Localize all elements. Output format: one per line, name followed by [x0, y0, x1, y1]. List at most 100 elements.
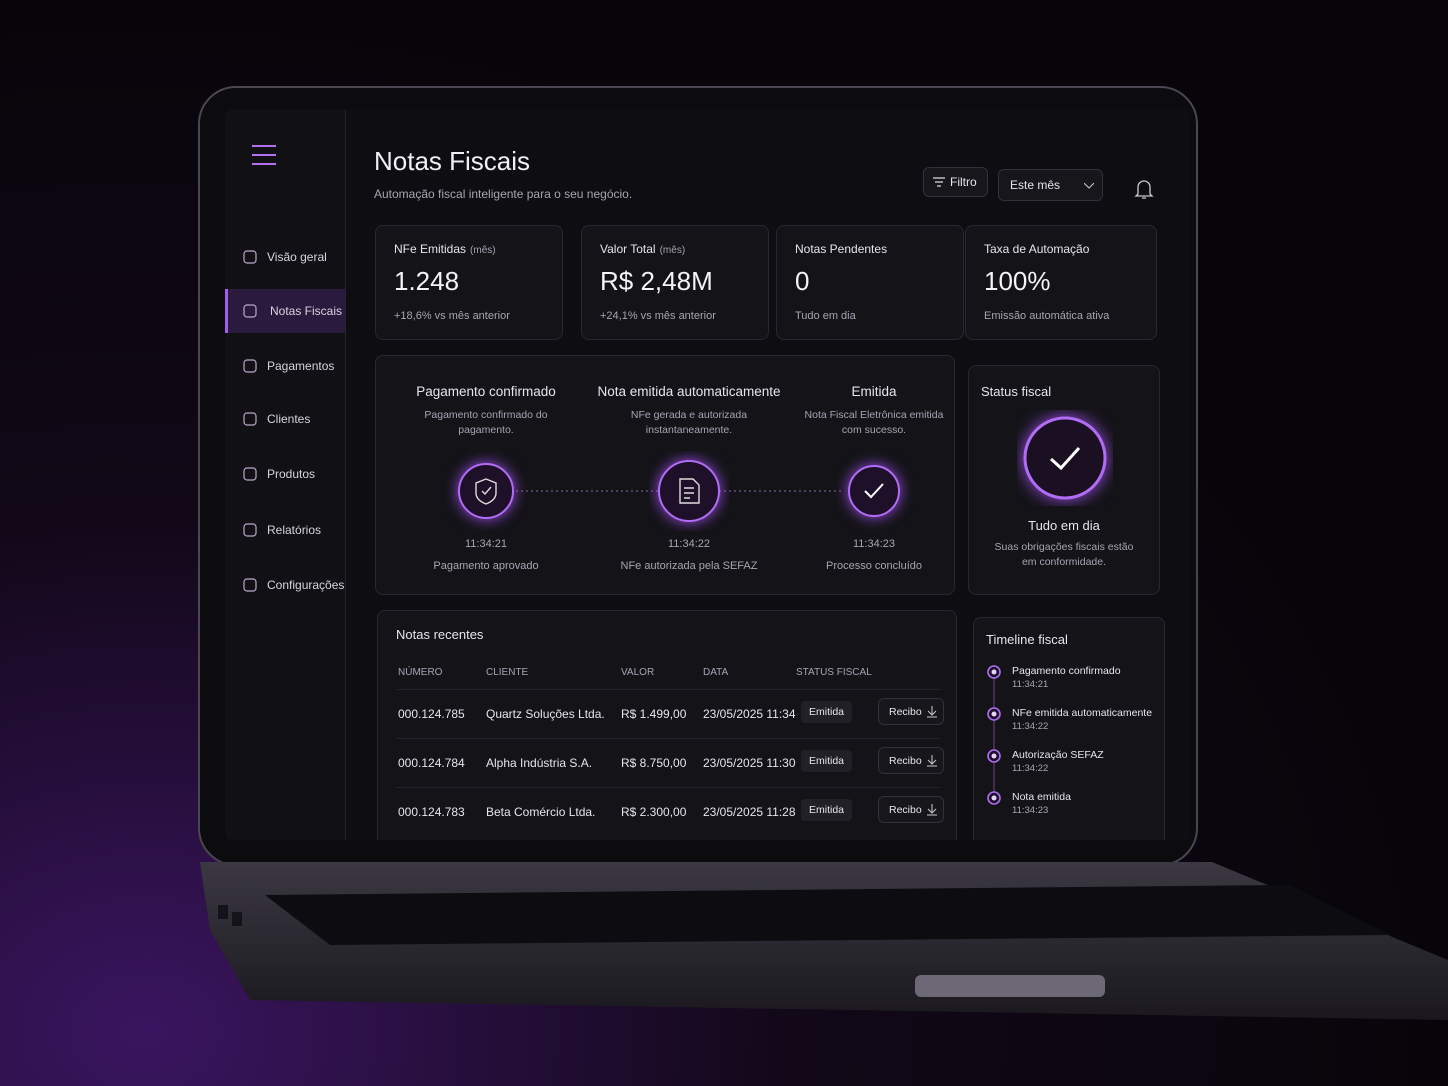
kpi-note: +18,6% vs mês anterior — [394, 310, 510, 322]
filter-button[interactable]: Filtro — [923, 167, 988, 197]
status-badge: Emitida — [801, 750, 853, 772]
flow-time: 11:34:21 — [464, 538, 507, 550]
column-header: STATUS FISCAL — [796, 667, 872, 678]
nav-icon-graphic — [243, 467, 257, 481]
column-header: NÚMERO — [398, 667, 443, 678]
sidebar: Visão geral Notas Fiscais Pagamentos Client… — [225, 110, 346, 840]
status-title: Status fiscal — [981, 384, 1052, 399]
timeline-title: Timeline fiscal — [986, 632, 1068, 647]
kpi-value: 0 — [795, 266, 810, 296]
kpi-value: 1.248 — [394, 266, 460, 296]
nav-item[interactable]: Pagamentos — [267, 359, 335, 373]
recent-notes-panel: Notas recentes NÚMERO CLIENTE VALOR DATA STA… — [377, 610, 957, 840]
cell: R$ 8.750,00 — [621, 756, 687, 770]
nav-icon-graphic — [243, 523, 257, 537]
flow-icon-graphic — [458, 463, 514, 519]
flow-time: 11:34:22 — [667, 538, 710, 550]
cell: 23/05/2025 11:34 — [703, 707, 796, 721]
nav-item[interactable]: Clientes — [267, 412, 311, 426]
row-divider — [396, 787, 941, 788]
column-header: VALOR — [621, 667, 655, 678]
nav-icon — [242, 358, 258, 379]
menu-icon[interactable] — [251, 143, 277, 167]
timeline-dot-graphic — [987, 665, 1001, 679]
nav-icon-graphic — [243, 304, 257, 318]
flow-caption: Processo concluído — [826, 560, 922, 572]
nav-item[interactable]: Configurações — [267, 578, 345, 592]
status-badge: Emitida — [801, 701, 853, 723]
kpi-value: R$ 2,48M — [600, 266, 713, 296]
bell-icon[interactable] — [1134, 178, 1154, 200]
flow-title: Emitida — [851, 384, 897, 399]
kpi-label-text: Valor Total — [600, 242, 656, 256]
timeline-time: 11:34:22 — [1012, 721, 1049, 732]
kpi-label-text: NFe Emitidas — [394, 242, 467, 256]
timeline-dot-graphic — [987, 749, 1001, 763]
nav-icon — [242, 522, 258, 543]
flow-caption: NFe autorizada pela SEFAZ — [620, 560, 758, 572]
timeline-dot — [986, 706, 1002, 727]
row-divider — [396, 738, 941, 739]
kpi-value: 100% — [984, 266, 1051, 296]
kpi-note: +24,1% vs mês anterior — [600, 310, 716, 322]
timeline-dot — [986, 748, 1002, 769]
nav-icon — [242, 466, 258, 487]
kpi-qualifier: (mês) — [470, 245, 496, 256]
kpi-card: Taxa de Automação 100% Emissão automática … — [965, 225, 1157, 340]
cell: 000.124.783 — [398, 805, 465, 819]
keyboard — [265, 885, 1390, 945]
cell: 000.124.785 — [398, 707, 465, 721]
flow-icon — [834, 451, 914, 536]
nav-item[interactable]: Notas Fiscais — [225, 289, 345, 333]
timeline-dot — [986, 664, 1002, 685]
download-icon — [927, 804, 937, 819]
timeline-label: Autorização SEFAZ — [1012, 749, 1104, 761]
flow-description: NFe gerada e autorizada instantaneamente… — [630, 409, 748, 436]
nav-item[interactable]: Relatórios — [267, 523, 322, 537]
download-icon-graphic — [927, 755, 937, 767]
timeline-label: Pagamento confirmado — [1012, 665, 1121, 677]
flow-icon-graphic — [658, 460, 720, 522]
nav-icon-graphic — [243, 412, 257, 426]
hinge-notch — [915, 975, 1105, 997]
cell: Alpha Indústria S.A. — [486, 756, 593, 770]
flow-caption: Pagamento aprovado — [433, 560, 539, 572]
port — [232, 912, 242, 926]
period-select[interactable]: Este mês — [998, 169, 1103, 201]
nav-item[interactable]: Produtos — [267, 467, 316, 481]
nav-icon — [242, 411, 258, 432]
kpi-card: Notas Pendentes 0 Tudo em dia — [776, 225, 964, 340]
flow-connectors — [516, 490, 844, 492]
page-subtitle: Automação fiscal inteligente para o seu … — [374, 187, 633, 201]
nav-icon — [242, 577, 258, 598]
timeline-time: 11:34:23 — [1012, 805, 1049, 816]
nav-icon-graphic — [243, 250, 257, 264]
nav-icon-graphic — [243, 578, 257, 592]
flow-icon — [446, 451, 526, 536]
status-badge: Emitida — [801, 799, 853, 821]
nav-item[interactable]: Visão geral — [267, 250, 327, 264]
flow-time: 11:34:23 — [852, 538, 895, 550]
timeline-label: Nota emitida — [1012, 791, 1071, 803]
flow-description: Pagamento confirmado do pagamento. — [424, 409, 548, 436]
period-label: Este mês — [1010, 178, 1061, 192]
cell: 23/05/2025 11:28 — [703, 805, 796, 819]
cell: Quartz Soluções Ltda. — [486, 707, 605, 721]
receipt-button[interactable]: Recibo — [878, 747, 944, 774]
kpi-label: NFe Emitidas (mês) — [394, 242, 496, 256]
table-title: Notas recentes — [396, 627, 484, 642]
timeline-time: 11:34:22 — [1012, 763, 1049, 774]
kpi-label: Taxa de Automação — [984, 242, 1089, 256]
download-icon-graphic — [927, 706, 937, 718]
cell: 23/05/2025 11:30 — [703, 756, 796, 770]
timeline-label: NFe emitida automaticamente — [1012, 707, 1153, 719]
nav-icon — [242, 249, 258, 270]
row-divider — [396, 689, 941, 690]
port — [218, 905, 228, 919]
receipt-button[interactable]: Recibo — [878, 698, 944, 725]
timeline-line — [993, 668, 995, 802]
status-headline: Tudo em dia — [1028, 518, 1100, 533]
receipt-button[interactable]: Recibo — [878, 796, 944, 823]
